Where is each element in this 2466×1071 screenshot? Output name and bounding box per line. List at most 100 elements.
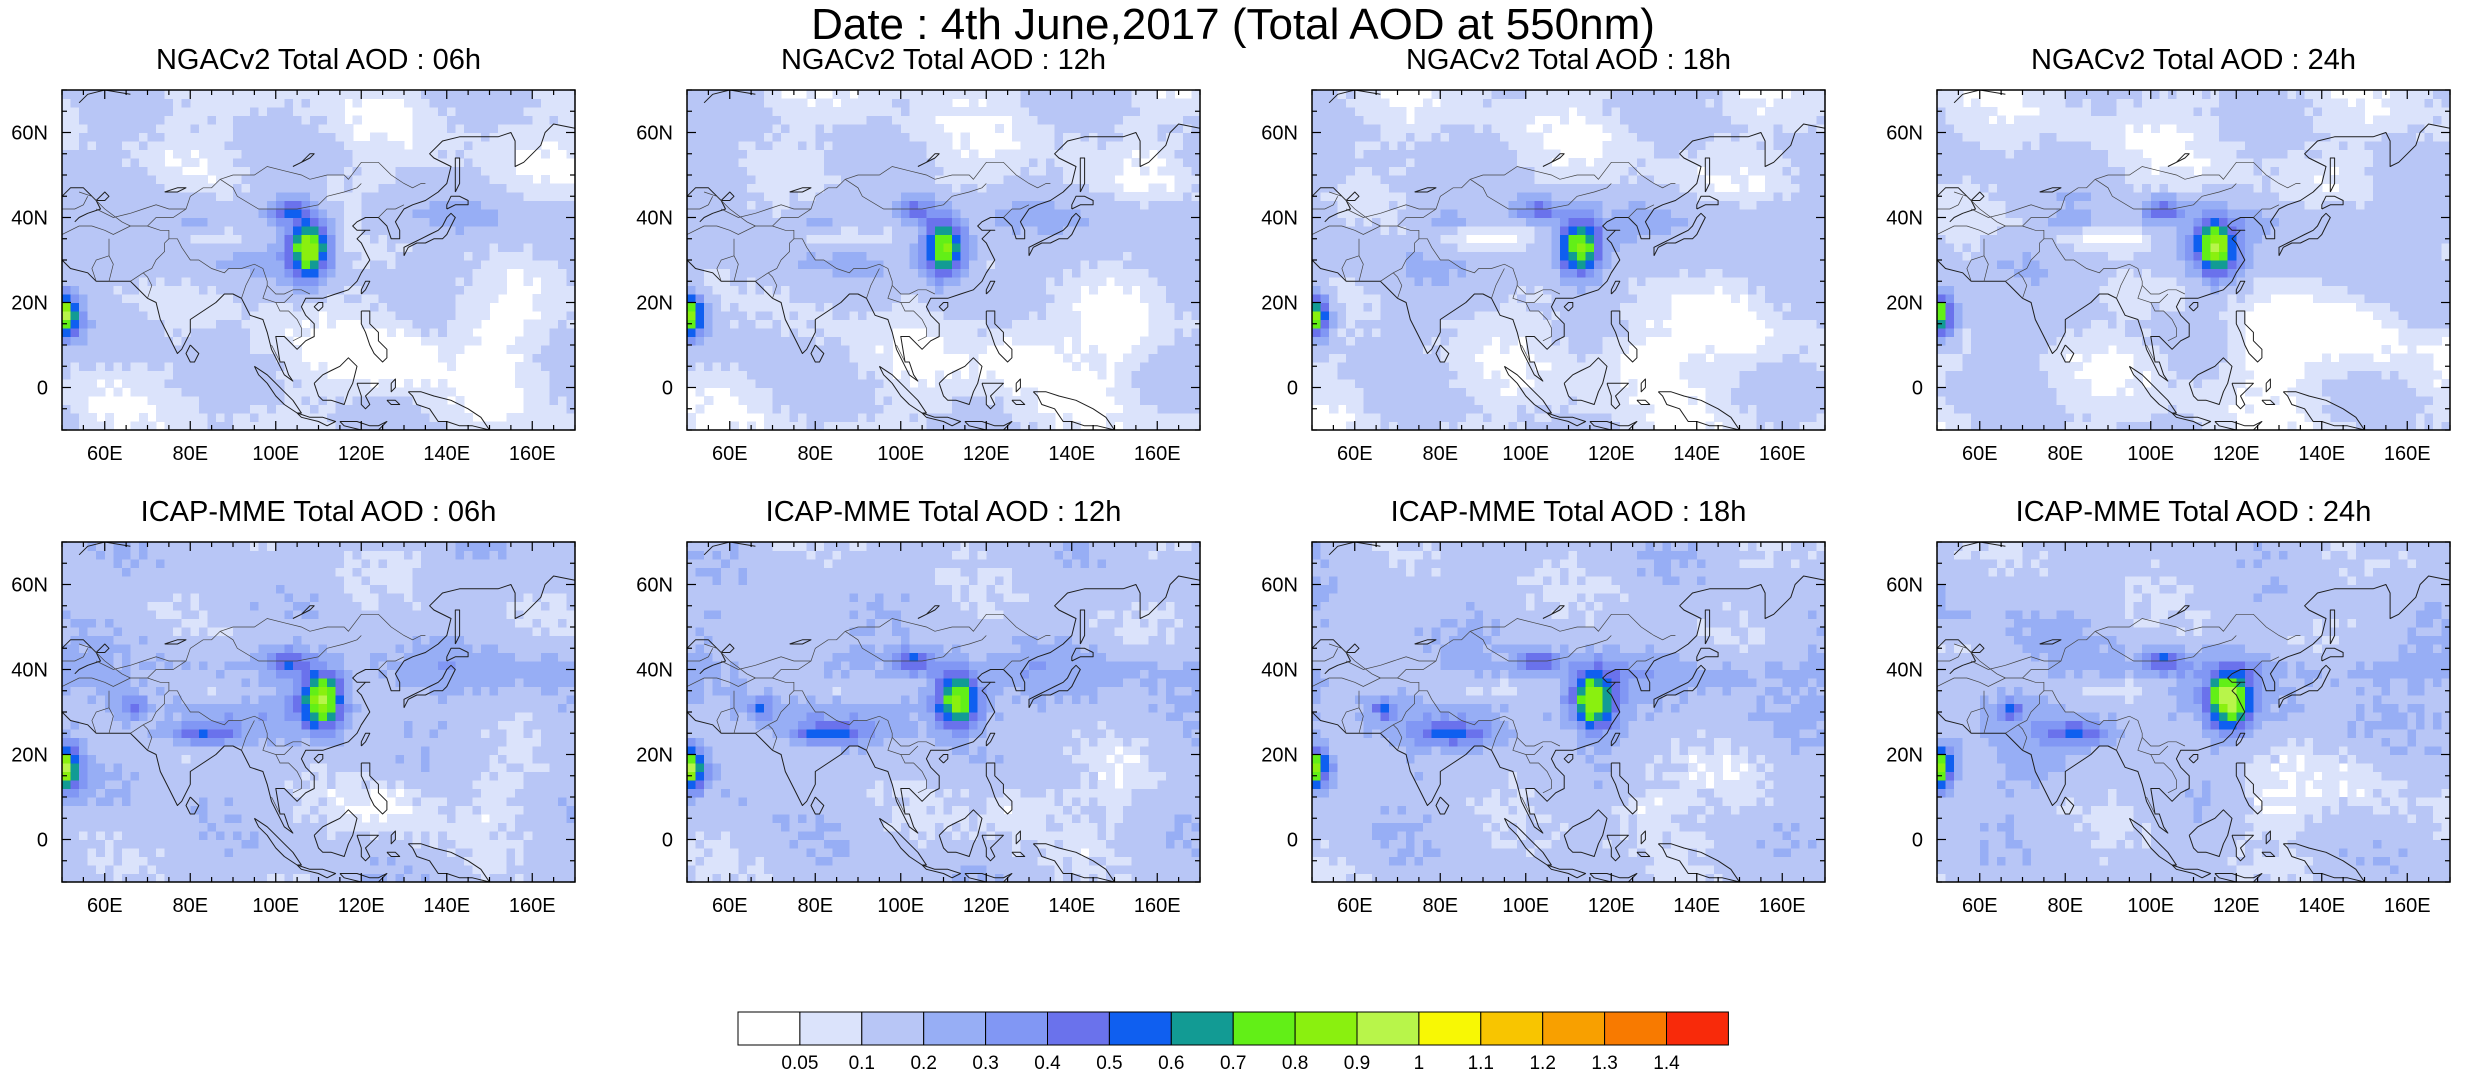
lat-tick-label: 20N xyxy=(11,745,48,767)
map-plot: 60E 80E 100E 120E 140E 160E 0 20N 40N 60N xyxy=(636,89,1201,465)
lon-tick-label: 80E xyxy=(797,443,833,465)
lon-tick-label: 140E xyxy=(1048,895,1095,917)
panel-title: NGACv2 Total AOD : 12h xyxy=(780,44,1107,76)
panel-title: ICAP-MME Total AOD : 24h xyxy=(2015,496,2372,528)
colorbar-swatch xyxy=(1047,1011,1110,1046)
lat-tick-label: 40N xyxy=(1886,660,1923,682)
map-panel: ICAP-MME Total AOD : 06h 60E 80E 100E 120E 14… xyxy=(2,496,635,942)
panel-title: NGACv2 Total AOD : 24h xyxy=(2030,44,2357,76)
map-panel: ICAP-MME Total AOD : 18h 60E 80E 100E 120E 14… xyxy=(1252,496,1885,942)
coastlines xyxy=(62,90,575,430)
lon-tick-label: 120E xyxy=(1588,895,1635,917)
map-plot: 60E 80E 100E 120E 140E 160E 0 20N 40N 60N xyxy=(11,541,576,917)
lon-tick-label: 140E xyxy=(423,443,470,465)
lon-tick-label: 160E xyxy=(1759,895,1806,917)
map-panel: ICAP-MME Total AOD : 24h 60E 80E 100E 120E 14… xyxy=(1877,496,2466,942)
lon-tick-label: 60E xyxy=(1337,443,1373,465)
colorbar-label: 0.2 xyxy=(910,1053,936,1071)
lon-tick-label: 80E xyxy=(2047,443,2083,465)
lon-tick-label: 100E xyxy=(877,895,924,917)
lon-tick-label: 60E xyxy=(87,895,123,917)
lon-tick-label: 160E xyxy=(509,443,556,465)
map-panel: NGACv2 Total AOD : 06h 60E 80E 100E 120E 140E… xyxy=(2,44,635,490)
coastlines xyxy=(1937,90,2450,430)
lat-tick-label: 40N xyxy=(1261,208,1298,230)
colorbar-swatch xyxy=(1294,1011,1358,1046)
colorbar-label: 0.1 xyxy=(849,1053,875,1071)
lat-tick-label: 20N xyxy=(11,293,48,315)
lat-tick-label: 60N xyxy=(1886,575,1923,597)
lon-tick-label: 120E xyxy=(963,443,1010,465)
panel-title: ICAP-MME Total AOD : 18h xyxy=(1390,496,1747,528)
panel-title: ICAP-MME Total AOD : 12h xyxy=(765,496,1122,528)
lon-tick-label: 100E xyxy=(2127,443,2174,465)
lon-tick-label: 160E xyxy=(1759,443,1806,465)
lon-tick-label: 80E xyxy=(797,895,833,917)
aod-field xyxy=(1312,542,1826,883)
map-panel: NGACv2 Total AOD : 12h 60E 80E 100E 120E 140E… xyxy=(627,44,1260,490)
lat-tick-label: 20N xyxy=(1261,293,1298,315)
colorbar-swatch xyxy=(985,1011,1049,1046)
country-borders xyxy=(1937,161,2301,363)
lat-tick-label: 0 xyxy=(662,830,673,852)
lon-tick-label: 60E xyxy=(1962,895,1998,917)
coastlines xyxy=(1937,542,2450,882)
map-plot: 60E 80E 100E 120E 140E 160E 0 20N 40N 60N xyxy=(11,89,576,465)
map-plot: 60E 80E 100E 120E 140E 160E 0 20N 40N 60N xyxy=(1886,541,2451,917)
lat-tick-label: 0 xyxy=(1912,378,1923,400)
coastlines xyxy=(62,542,575,882)
map-panel: ICAP-MME Total AOD : 12h 60E 80E 100E 120E 14… xyxy=(627,496,1260,942)
lat-tick-label: 40N xyxy=(11,660,48,682)
colorbar-label: 1.2 xyxy=(1529,1053,1555,1071)
lat-tick-label: 40N xyxy=(636,208,673,230)
colorbar-graphic: 0.05 0.1 0.2 0.3 0.4 0.5 0.6 0.7 0.8 0.9 1 1.1 1.2 1.… xyxy=(737,1011,1729,1071)
colorbar-label: 1 xyxy=(1414,1053,1425,1071)
panel-title: NGACv2 Total AOD : 18h xyxy=(1405,44,1732,76)
colorbar-swatch xyxy=(1604,1011,1667,1046)
colorbar-swatch xyxy=(1666,1011,1729,1046)
lat-tick-label: 60N xyxy=(1886,123,1923,145)
lat-tick-label: 20N xyxy=(636,745,673,767)
colorbar-swatch xyxy=(799,1011,863,1046)
lat-tick-label: 40N xyxy=(636,660,673,682)
colorbar-swatch xyxy=(1232,1011,1296,1046)
map-panel: NGACv2 Total AOD : 18h 60E 80E 100E 120E 140E… xyxy=(1252,44,1885,490)
map-panel: NGACv2 Total AOD : 24h 60E 80E 100E 120E 140E… xyxy=(1877,44,2466,490)
country-borders xyxy=(1312,161,1676,363)
lat-tick-label: 60N xyxy=(11,123,48,145)
lon-tick-label: 100E xyxy=(877,443,924,465)
map-plot: 60E 80E 100E 120E 140E 160E 0 20N 40N 60N xyxy=(1886,89,2451,465)
coastlines xyxy=(687,90,1200,430)
lat-tick-label: 60N xyxy=(1261,123,1298,145)
colorbar-label: 0.9 xyxy=(1344,1053,1370,1071)
map-plot: 60E 80E 100E 120E 140E 160E 0 20N 40N 60N xyxy=(1261,541,1826,917)
lon-tick-label: 100E xyxy=(252,443,299,465)
lon-tick-label: 120E xyxy=(338,895,385,917)
lon-tick-label: 120E xyxy=(2213,443,2260,465)
lon-tick-label: 80E xyxy=(1422,443,1458,465)
map-plot: 60E 80E 100E 120E 140E 160E 0 20N 40N 60N xyxy=(636,541,1201,917)
lon-tick-label: 140E xyxy=(1673,895,1720,917)
lon-tick-label: 60E xyxy=(87,443,123,465)
lon-tick-label: 100E xyxy=(1502,895,1549,917)
colorbar-swatch xyxy=(737,1011,801,1046)
lon-tick-label: 60E xyxy=(712,443,748,465)
colorbar-swatch xyxy=(861,1011,925,1046)
panel-title: ICAP-MME Total AOD : 06h xyxy=(140,496,497,528)
lat-tick-label: 60N xyxy=(11,575,48,597)
lon-tick-label: 140E xyxy=(423,895,470,917)
lat-tick-label: 40N xyxy=(1886,208,1923,230)
coastlines xyxy=(687,542,1200,882)
colorbar-swatch xyxy=(1170,1011,1234,1046)
country-borders xyxy=(62,161,426,363)
lat-tick-label: 0 xyxy=(1912,830,1923,852)
lon-tick-label: 120E xyxy=(338,443,385,465)
colorbar-swatch xyxy=(1480,1011,1544,1046)
lon-tick-label: 160E xyxy=(509,895,556,917)
country-borders xyxy=(687,161,1051,363)
lat-tick-label: 60N xyxy=(1261,575,1298,597)
lon-tick-label: 80E xyxy=(1422,895,1458,917)
lat-tick-label: 0 xyxy=(1287,378,1298,400)
lat-tick-label: 20N xyxy=(1886,745,1923,767)
lon-tick-label: 80E xyxy=(172,895,208,917)
